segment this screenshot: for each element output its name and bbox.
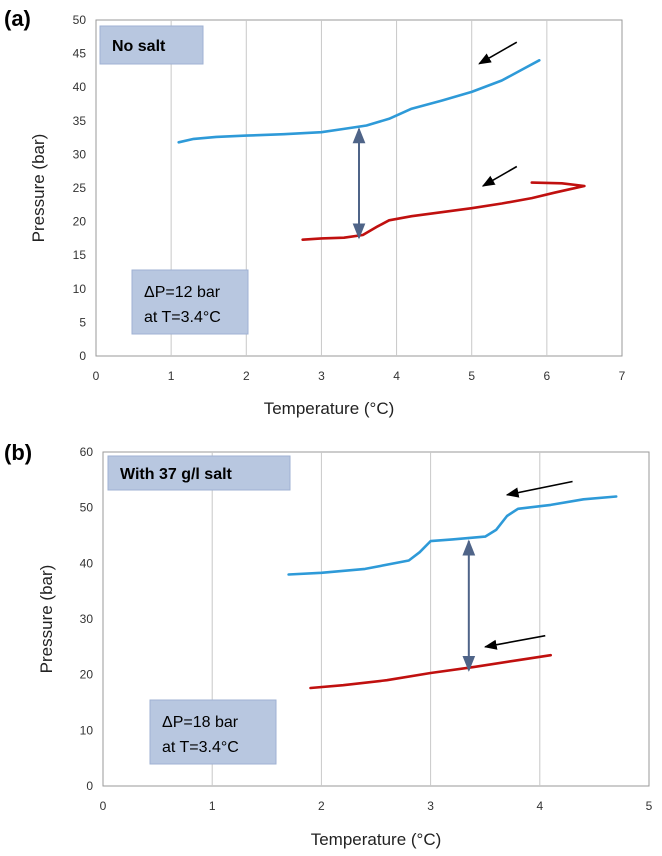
panel-a-title-box: No salt [99,25,204,65]
panel-a-y-tick-label: 40 [73,80,87,94]
panel-a-y-tick-label: 30 [73,147,87,161]
panel-a-y-tick-label: 45 [73,47,87,61]
panel-b-y-tick-label: 30 [80,612,94,626]
panel-a-plot-area [95,19,623,357]
panel-b-delta-line-1: ΔP=18 bar [162,714,239,731]
panel-b-title: With 37 g/l salt [120,466,233,483]
panel-b-title-box: With 37 g/l salt [107,455,291,491]
panel-a-direction-arrow [478,41,518,65]
panel-b-x-tick-label: 5 [646,799,653,813]
panel-a-x-tick-label: 4 [393,369,400,383]
panel-b-series-heating-red [309,653,553,690]
panel-a-x-tick-label: 1 [168,369,175,383]
panel-b-x-tick-label: 0 [100,799,107,813]
panel-b-delta-box: ΔP=18 bar at T=3.4°C [149,699,277,765]
panel-a-y-tick-label: 50 [73,13,87,27]
panel-b: (b) With 37 g/l salt ΔP=18 bar at T=3.4°… [4,440,653,849]
panel-a-series [177,41,586,241]
panel-a-x-tick-label: 6 [544,369,551,383]
panel-b-x-tick-label: 3 [427,799,434,813]
panel-b-direction-arrow [505,480,573,498]
panel-b-ylabel: Pressure (bar) [37,565,56,674]
panel-a-x-tick-label: 0 [93,369,100,383]
panel-a-x-tick-label: 2 [243,369,250,383]
panel-b-title-box-bg [107,455,291,491]
panel-a-ylabel: Pressure (bar) [29,134,48,243]
panel-b-y-tick-label: 50 [80,501,94,515]
panel-a-y-tick-label: 0 [79,349,86,363]
panel-b-delta-box-bg [149,699,277,765]
panel-b-delta-line-2: at T=3.4°C [162,739,239,756]
panel-a-y-tick-label: 35 [73,114,87,128]
panel-b-x-tick-label: 2 [318,799,325,813]
panel-a-delta-box-bg [131,269,249,335]
panel-a-delta-line-1: ΔP=12 bar [144,284,221,301]
panel-b-xlabel: Temperature (°C) [311,830,442,849]
panel-a-y-tick-label: 15 [73,248,87,262]
panel-a-y-tick-label: 20 [73,215,87,229]
panel-a-y-tick-label: 5 [79,315,86,329]
panel-b-grid [211,452,541,786]
panel-a-series-cooling-blue [177,58,541,144]
panel-a-title: No salt [112,38,166,55]
panel-b-series-cooling-blue [287,495,618,576]
panel-a-x-tick-label: 5 [468,369,475,383]
panel-b-y-tick-label: 60 [80,445,94,459]
panel-a-y-tick-label: 10 [73,282,87,296]
panel-a-label: (a) [4,6,31,31]
panel-a-series-heating-red [301,181,586,241]
panel-a-delta-line-2: at T=3.4°C [144,309,221,326]
panel-a-y-tick-label: 25 [73,181,87,195]
panel-b-x-tick-label: 4 [536,799,543,813]
panel-b-direction-arrow [483,634,546,650]
panel-b-plot-area [102,451,650,787]
panel-a-title-box-bg [99,25,204,65]
panel-b-series [287,480,618,690]
panel-a-direction-arrow [481,165,518,187]
panel-a-x-tick-label: 7 [619,369,626,383]
panel-b-label: (b) [4,440,32,465]
panel-b-y-tick-label: 10 [80,723,94,737]
panel-a-xlabel: Temperature (°C) [264,399,395,418]
panel-a-x-tick-label: 3 [318,369,325,383]
panel-b-x-tick-label: 1 [209,799,216,813]
panel-b-y-tick-label: 20 [80,668,94,682]
panel-b-y-tick-label: 40 [80,556,94,570]
panel-a-delta-box: ΔP=12 bar at T=3.4°C [131,269,249,335]
panel-b-y-tick-label: 0 [86,779,93,793]
